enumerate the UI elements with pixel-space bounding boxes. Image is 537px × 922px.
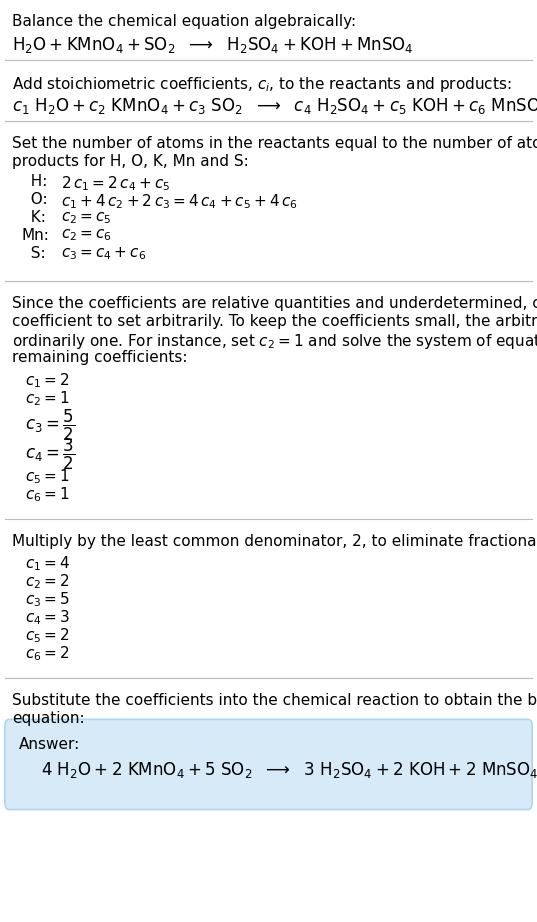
Text: ordinarily one. For instance, set $c_2 = 1$ and solve the system of equations fo: ordinarily one. For instance, set $c_2 =… (12, 332, 537, 351)
Text: $c_3 = c_4 + c_6$: $c_3 = c_4 + c_6$ (61, 246, 147, 263)
Text: $c_2 = 1$: $c_2 = 1$ (25, 390, 70, 408)
Text: $c_2 = c_5$: $c_2 = c_5$ (61, 210, 112, 226)
Text: K:: K: (21, 210, 46, 225)
Text: $c_2 = c_6$: $c_2 = c_6$ (61, 228, 112, 243)
Text: Balance the chemical equation algebraically:: Balance the chemical equation algebraica… (12, 14, 356, 29)
Text: $4\ \mathrm{H_2O} + 2\ \mathrm{KMnO_4} + 5\ \mathrm{SO_2}$  $\longrightarrow$  $: $4\ \mathrm{H_2O} + 2\ \mathrm{KMnO_4} +… (41, 760, 537, 780)
Text: $c_1 + 4\,c_2 + 2\,c_3 = 4\,c_4 + c_5 + 4\,c_6$: $c_1 + 4\,c_2 + 2\,c_3 = 4\,c_4 + c_5 + … (61, 192, 298, 210)
Text: $c_1 = 4$: $c_1 = 4$ (25, 554, 70, 573)
Text: coefficient to set arbitrarily. To keep the coefficients small, the arbitrary va: coefficient to set arbitrarily. To keep … (12, 314, 537, 329)
Text: products for H, O, K, Mn and S:: products for H, O, K, Mn and S: (12, 154, 249, 169)
Text: $c_5 = 2$: $c_5 = 2$ (25, 626, 70, 644)
Text: Mn:: Mn: (21, 228, 49, 242)
Text: $c_5 = 1$: $c_5 = 1$ (25, 467, 70, 486)
Text: S:: S: (21, 246, 46, 261)
Text: O:: O: (21, 192, 48, 207)
Text: $c_6 = 1$: $c_6 = 1$ (25, 485, 70, 503)
Text: Since the coefficients are relative quantities and underdetermined, choose a: Since the coefficients are relative quan… (12, 296, 537, 311)
Text: $c_4 = 3$: $c_4 = 3$ (25, 608, 70, 627)
Text: remaining coefficients:: remaining coefficients: (12, 350, 187, 365)
Text: $c_1\ \mathrm{H_2O} + c_2\ \mathrm{KMnO_4} + c_3\ \mathrm{SO_2}$  $\longrightarr: $c_1\ \mathrm{H_2O} + c_2\ \mathrm{KMnO_… (12, 96, 537, 115)
Text: Substitute the coefficients into the chemical reaction to obtain the balanced: Substitute the coefficients into the che… (12, 693, 537, 708)
Text: Add stoichiometric coefficients, $c_i$, to the reactants and products:: Add stoichiometric coefficients, $c_i$, … (12, 75, 511, 94)
Text: $c_3 = \dfrac{5}{2}$: $c_3 = \dfrac{5}{2}$ (25, 408, 75, 443)
Text: $c_4 = \dfrac{3}{2}$: $c_4 = \dfrac{3}{2}$ (25, 437, 75, 472)
Text: $c_6 = 2$: $c_6 = 2$ (25, 644, 70, 663)
Text: $c_3 = 5$: $c_3 = 5$ (25, 590, 70, 609)
FancyBboxPatch shape (5, 719, 532, 810)
Text: $\mathrm{H_2O + KMnO_4 + SO_2}$  $\longrightarrow$  $\mathrm{H_2SO_4 + KOH + MnS: $\mathrm{H_2O + KMnO_4 + SO_2}$ $\longri… (12, 34, 413, 54)
Text: Answer:: Answer: (19, 737, 80, 751)
Text: $2\,c_1 = 2\,c_4 + c_5$: $2\,c_1 = 2\,c_4 + c_5$ (61, 174, 170, 193)
Text: Set the number of atoms in the reactants equal to the number of atoms in the: Set the number of atoms in the reactants… (12, 136, 537, 151)
Text: equation:: equation: (12, 712, 84, 727)
Text: $c_2 = 2$: $c_2 = 2$ (25, 572, 70, 591)
Text: H:: H: (21, 174, 48, 189)
Text: $c_1 = 2$: $c_1 = 2$ (25, 372, 70, 390)
Text: Multiply by the least common denominator, 2, to eliminate fractional coefficient: Multiply by the least common denominator… (12, 535, 537, 550)
